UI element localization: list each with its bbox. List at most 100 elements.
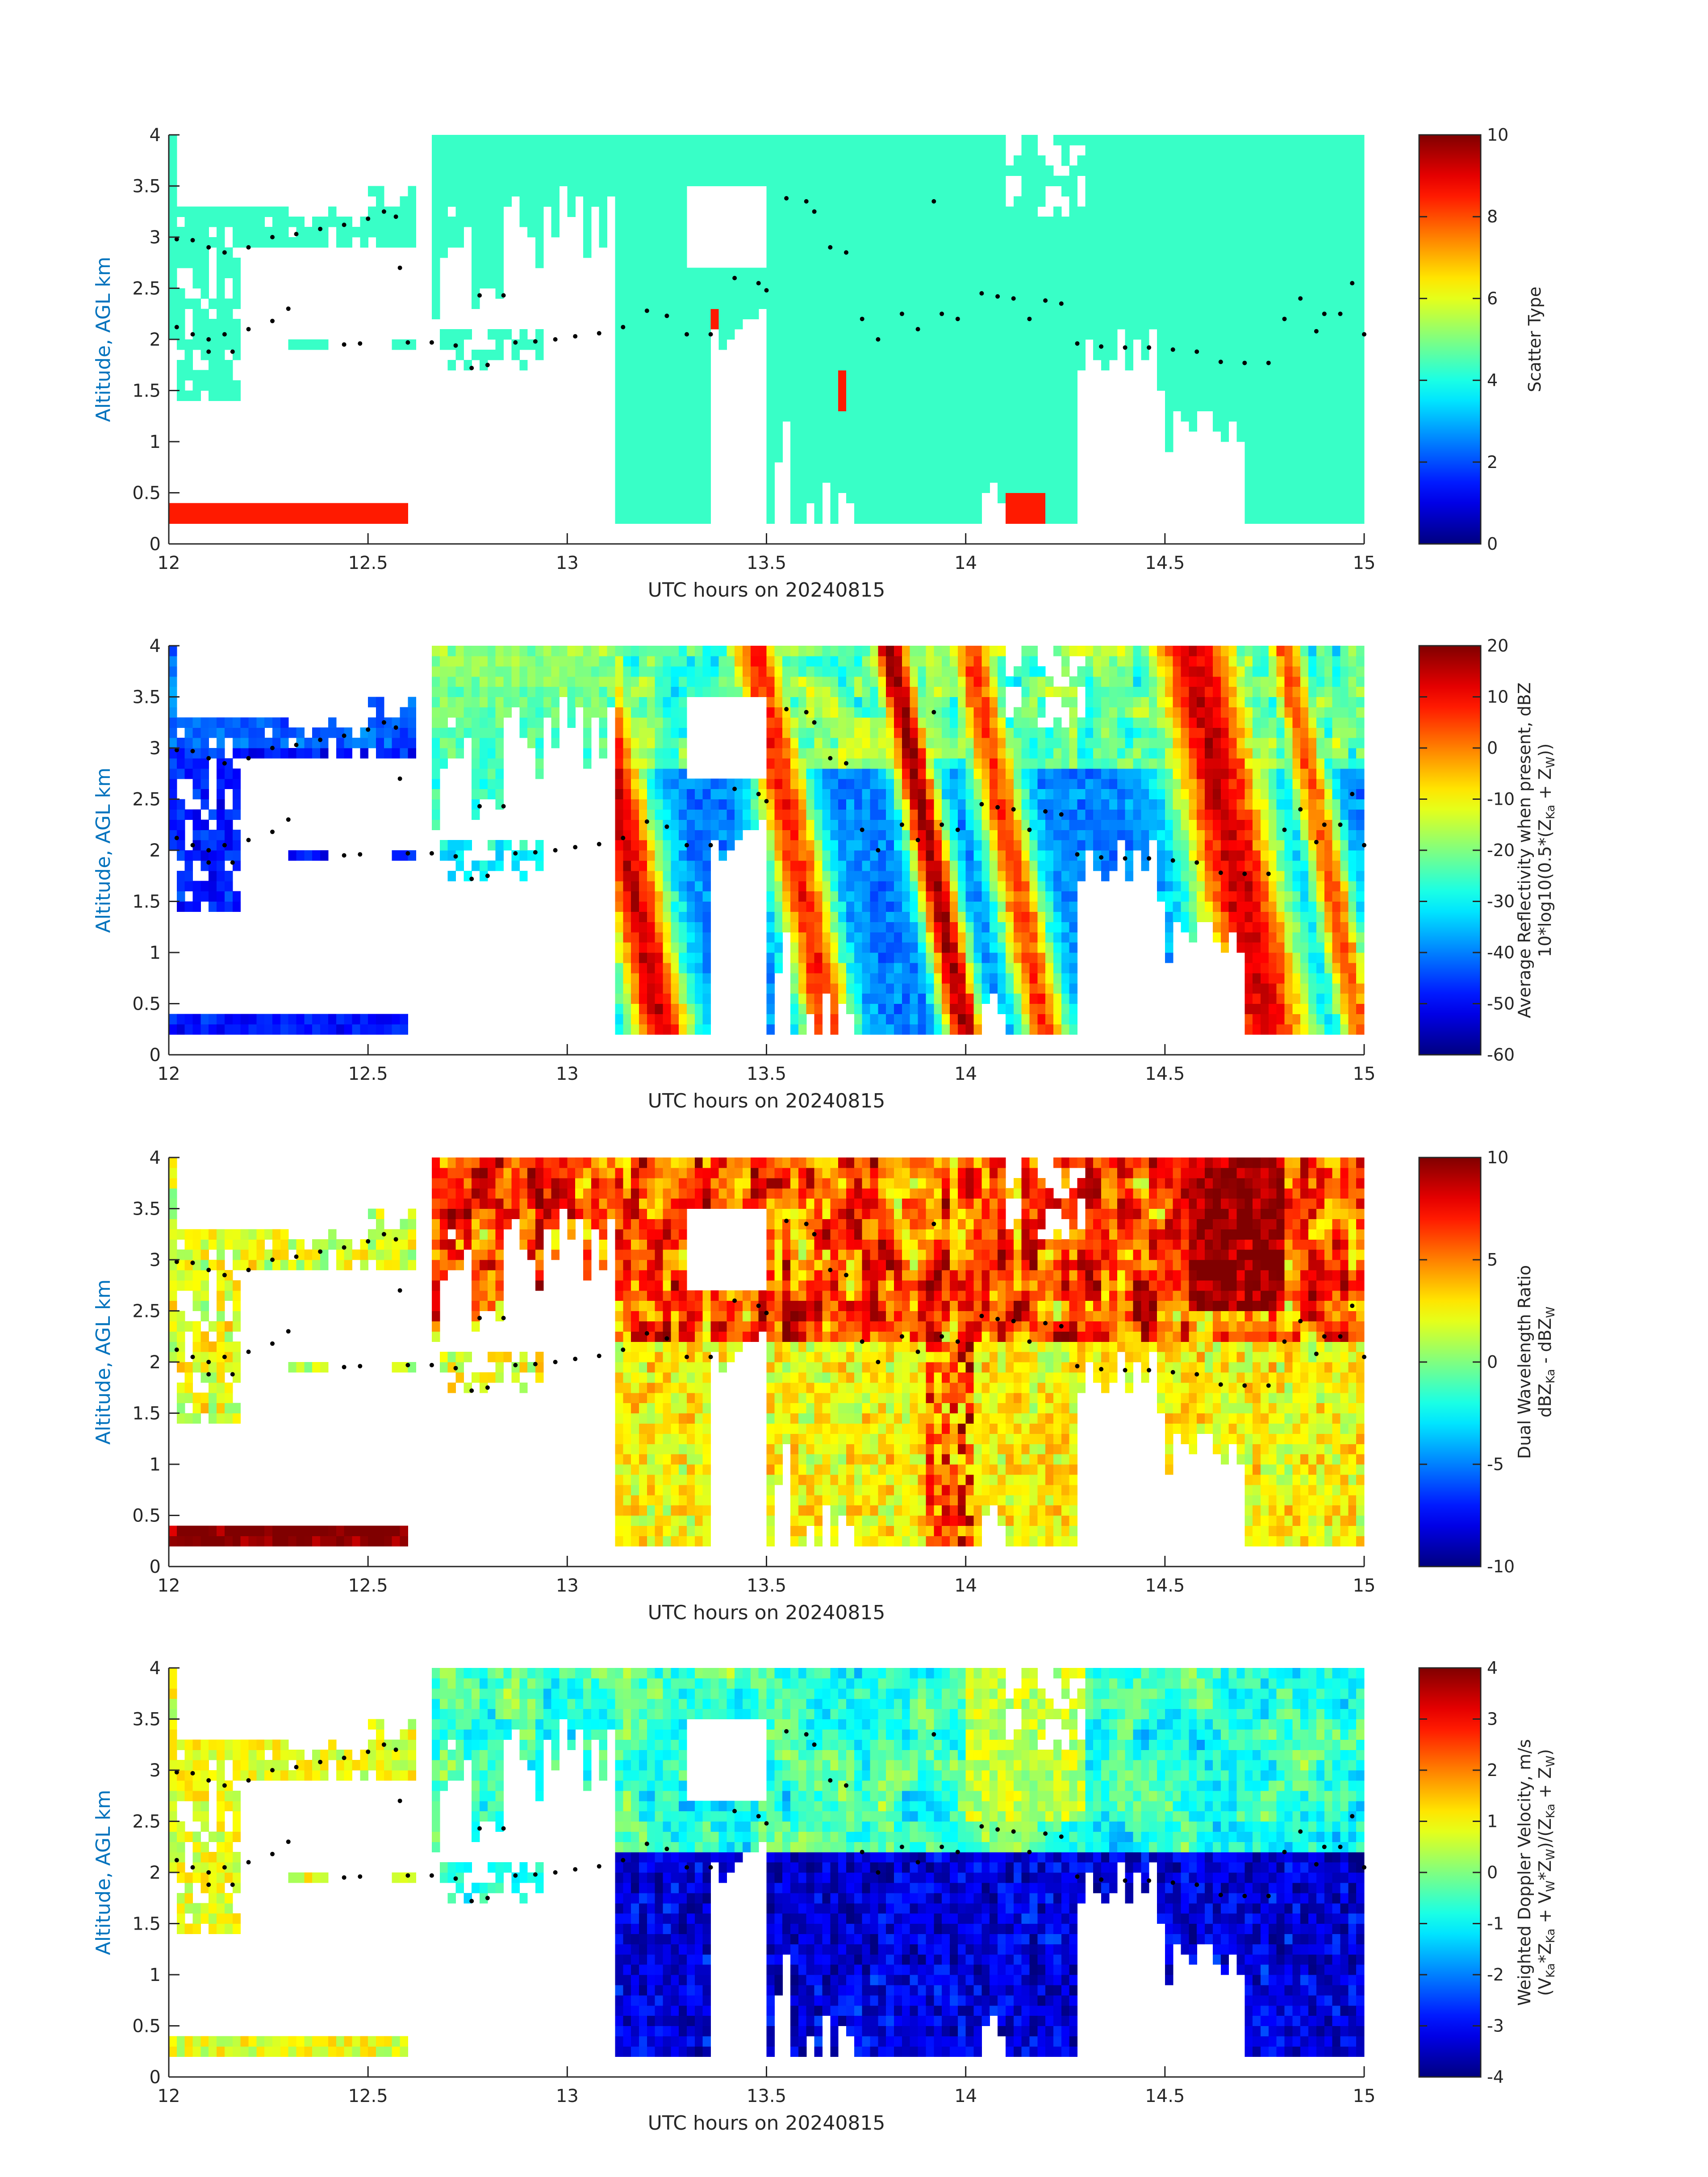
heatmap-cell [1300, 390, 1309, 401]
heatmap-cell [766, 983, 775, 994]
heatmap-cell [631, 850, 639, 861]
heatmap-cell [990, 309, 998, 319]
heatmap-cell [631, 196, 639, 207]
heatmap-cell [1236, 431, 1245, 442]
heatmap-cell [694, 175, 703, 187]
heatmap-cell [702, 789, 711, 800]
heatmap-cell [679, 840, 687, 851]
heatmap-cell [487, 686, 496, 698]
heatmap-cell [631, 206, 639, 217]
heatmap-cell [934, 472, 942, 483]
heatmap-cell [702, 421, 711, 432]
heatmap-cell [200, 237, 209, 248]
heatmap-cell [472, 646, 480, 656]
heatmap-cell [790, 472, 799, 483]
heatmap-cell [280, 217, 289, 227]
heatmap-cell [774, 339, 783, 350]
heatmap-cell [1260, 442, 1269, 452]
heatmap-cell [735, 809, 743, 820]
heatmap-cell [1053, 135, 1062, 146]
heatmap-cell [846, 247, 855, 258]
heatmap-cell [870, 493, 878, 503]
heatmap-cell [790, 370, 799, 381]
heatmap-cell [1013, 288, 1022, 299]
heatmap-cell [1021, 370, 1030, 381]
heatmap-cell [679, 901, 687, 912]
heatmap-cell [806, 227, 815, 238]
heatmap-cell [694, 472, 703, 483]
heatmap-cell [1093, 288, 1102, 299]
heatmap-cell [336, 513, 345, 524]
heatmap-cell [217, 830, 225, 840]
heatmap-cell [814, 329, 823, 340]
heatmap-cell [647, 493, 656, 503]
heatmap-cell [918, 493, 927, 503]
heatmap-cell [790, 380, 799, 391]
heatmap-cell [176, 1024, 185, 1035]
heatmap-cell [1157, 206, 1165, 217]
heatmap-cell [1300, 309, 1309, 319]
heatmap-cell [1292, 401, 1301, 411]
heatmap-cell [766, 870, 775, 882]
heatmap-cell [1236, 380, 1245, 391]
heatmap-cell [519, 165, 528, 176]
cloud-base-marker [513, 340, 518, 345]
heatmap-cell [1157, 155, 1165, 166]
heatmap-cell [798, 860, 807, 871]
heatmap-cell [846, 451, 855, 463]
heatmap-cell [248, 217, 257, 227]
heatmap-cell [663, 442, 671, 452]
heatmap-cell [623, 932, 631, 943]
heatmap-cell [519, 656, 528, 667]
heatmap-cell [631, 911, 639, 922]
heatmap-cell [169, 727, 177, 738]
heatmap-cell [870, 421, 878, 432]
heatmap-cell [217, 727, 225, 738]
heatmap-cell [1061, 247, 1070, 258]
heatmap-cell [1181, 145, 1189, 156]
heatmap-cell [1173, 267, 1182, 279]
heatmap-cell [902, 370, 910, 381]
heatmap-cell [814, 349, 823, 360]
heatmap-cell [209, 1014, 217, 1024]
cloud-base-marker [1322, 311, 1327, 316]
heatmap-cell [1037, 237, 1046, 248]
heatmap-cell [647, 237, 656, 248]
heatmap-cell [694, 1003, 703, 1014]
heatmap-cell [1276, 319, 1285, 330]
heatmap-cell [750, 778, 759, 790]
heatmap-cell [647, 758, 656, 769]
heatmap-cell [702, 911, 711, 922]
heatmap-cell [774, 267, 783, 279]
heatmap-cell [910, 135, 919, 146]
heatmap-cell [631, 922, 639, 932]
heatmap-cell [822, 227, 831, 238]
heatmap-cell [846, 237, 855, 248]
heatmap-cell [1197, 175, 1205, 187]
heatmap-cell [687, 431, 695, 442]
heatmap-cell [1189, 227, 1197, 238]
heatmap-cell [990, 155, 998, 166]
heatmap-cell [623, 738, 631, 748]
heatmap-cell [615, 819, 623, 830]
heatmap-cell [782, 145, 791, 156]
heatmap-cell [1244, 186, 1253, 196]
heatmap-cell [1021, 482, 1030, 493]
heatmap-cell [694, 155, 703, 166]
heatmap-cell [217, 870, 225, 882]
heatmap-cell [1205, 196, 1213, 207]
heatmap-cell [710, 819, 719, 830]
heatmap-cell [217, 1014, 225, 1024]
heatmap-cell [535, 738, 544, 748]
heatmap-cell [217, 513, 225, 524]
heatmap-cell [790, 186, 799, 196]
heatmap-cell [472, 727, 480, 738]
heatmap-cell [918, 298, 927, 309]
heatmap-cell [742, 676, 751, 687]
heatmap-cell [934, 196, 942, 207]
heatmap-cell [1029, 288, 1038, 299]
heatmap-cell [790, 298, 799, 309]
heatmap-cell [1220, 165, 1229, 176]
heatmap-cell [1340, 217, 1349, 227]
heatmap-cell [1340, 309, 1349, 319]
